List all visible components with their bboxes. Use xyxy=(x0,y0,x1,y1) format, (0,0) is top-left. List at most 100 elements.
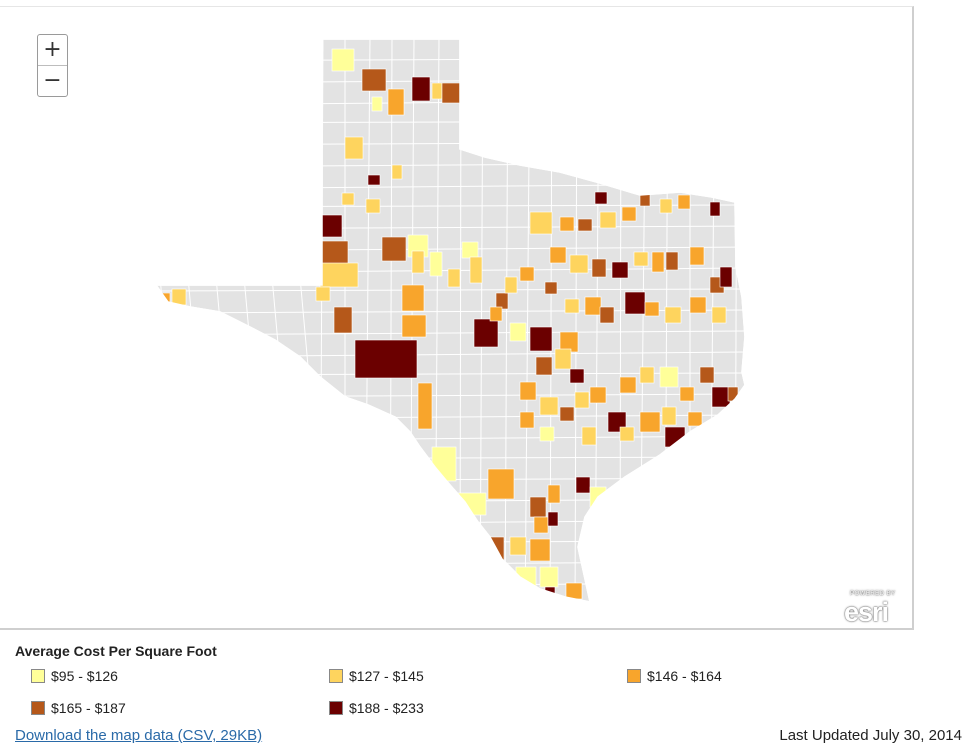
county-region[interactable] xyxy=(487,468,515,500)
county-region[interactable] xyxy=(594,191,608,205)
county-region[interactable] xyxy=(599,306,615,324)
county-region[interactable] xyxy=(509,322,527,342)
county-region[interactable] xyxy=(677,194,691,210)
download-data-link[interactable]: Download the map data (CSV, 29KB) xyxy=(15,727,263,744)
county-region[interactable] xyxy=(689,246,705,266)
county-region[interactable] xyxy=(559,216,575,232)
county-region[interactable] xyxy=(533,516,549,534)
county-region[interactable] xyxy=(519,411,535,429)
county-region[interactable] xyxy=(679,386,695,402)
county-region[interactable] xyxy=(547,484,561,504)
county-region[interactable] xyxy=(589,386,607,404)
county-region[interactable] xyxy=(391,164,403,180)
county-region[interactable] xyxy=(367,174,381,186)
county-region[interactable] xyxy=(333,306,353,334)
county-region[interactable] xyxy=(549,246,567,264)
county-region[interactable] xyxy=(599,211,617,229)
county-region[interactable] xyxy=(319,214,343,238)
county-region[interactable] xyxy=(431,82,443,100)
county-region[interactable] xyxy=(495,292,509,310)
county-region[interactable] xyxy=(659,366,679,388)
county-region[interactable] xyxy=(447,268,461,288)
county-region[interactable] xyxy=(711,306,727,324)
county-region[interactable] xyxy=(331,48,355,72)
county-region[interactable] xyxy=(519,381,537,401)
county-region[interactable] xyxy=(544,281,558,295)
county-region[interactable] xyxy=(639,411,661,433)
county-region[interactable] xyxy=(441,82,461,104)
county-region[interactable] xyxy=(664,306,682,324)
county-region[interactable] xyxy=(619,376,637,394)
county-region[interactable] xyxy=(621,206,637,222)
county-region[interactable] xyxy=(417,382,433,430)
county-region[interactable] xyxy=(489,306,503,322)
county-region[interactable] xyxy=(515,566,537,590)
county-region[interactable] xyxy=(519,266,535,282)
county-region[interactable] xyxy=(461,241,479,259)
county-region[interactable] xyxy=(539,426,555,442)
county-region[interactable] xyxy=(473,318,499,348)
county-region[interactable] xyxy=(341,192,355,206)
county-region[interactable] xyxy=(529,496,547,518)
county-region[interactable] xyxy=(354,339,418,379)
county-region[interactable] xyxy=(387,88,405,116)
county-region[interactable] xyxy=(529,326,553,352)
county-region[interactable] xyxy=(559,406,575,422)
county-region[interactable] xyxy=(547,511,559,527)
county-region[interactable] xyxy=(575,476,591,494)
county-region[interactable] xyxy=(469,256,483,284)
county-region[interactable] xyxy=(709,201,721,217)
county-region[interactable] xyxy=(171,288,187,306)
county-region[interactable] xyxy=(371,96,383,112)
county-region[interactable] xyxy=(504,276,518,294)
county-region[interactable] xyxy=(665,251,679,271)
map-view[interactable]: + − POWERED BY esri xyxy=(0,6,914,630)
county-region[interactable] xyxy=(569,254,589,274)
county-region[interactable] xyxy=(429,251,443,277)
zoom-out-button[interactable]: − xyxy=(43,68,62,93)
county-region[interactable] xyxy=(344,136,364,160)
county-region[interactable] xyxy=(365,198,381,214)
zoom-in-button[interactable]: + xyxy=(38,35,67,66)
county-region[interactable] xyxy=(535,356,553,376)
county-region[interactable] xyxy=(361,68,387,92)
county-region[interactable] xyxy=(509,536,527,556)
county-region[interactable] xyxy=(481,536,505,564)
county-region[interactable] xyxy=(651,251,665,273)
county-region[interactable] xyxy=(633,251,649,267)
county-region[interactable] xyxy=(711,386,731,408)
county-region[interactable] xyxy=(727,386,739,402)
county-region[interactable] xyxy=(644,301,660,317)
county-region[interactable] xyxy=(564,298,580,314)
county-region[interactable] xyxy=(699,366,715,384)
county-region[interactable] xyxy=(411,76,431,102)
county-region[interactable] xyxy=(565,582,583,600)
county-region[interactable] xyxy=(624,291,646,315)
county-region[interactable] xyxy=(659,198,673,214)
county-region[interactable] xyxy=(611,261,629,279)
county-region[interactable] xyxy=(591,258,607,278)
county-region[interactable] xyxy=(554,348,572,370)
county-region[interactable] xyxy=(319,262,359,288)
county-region[interactable] xyxy=(381,236,407,262)
county-region[interactable] xyxy=(584,296,602,316)
county-region[interactable] xyxy=(619,426,635,442)
county-region[interactable] xyxy=(661,406,677,426)
county-region[interactable] xyxy=(687,411,703,427)
county-region[interactable] xyxy=(689,296,707,314)
county-region[interactable] xyxy=(581,426,597,446)
county-region[interactable] xyxy=(639,366,655,384)
county-region[interactable] xyxy=(539,396,559,416)
county-region[interactable] xyxy=(577,218,593,232)
county-region[interactable] xyxy=(574,391,590,409)
county-region[interactable] xyxy=(719,266,733,288)
county-region[interactable] xyxy=(315,286,331,302)
county-region[interactable] xyxy=(529,538,551,562)
county-region[interactable] xyxy=(569,368,585,384)
county-region[interactable] xyxy=(431,446,457,482)
county-region[interactable] xyxy=(529,211,553,235)
county-region[interactable] xyxy=(401,284,425,312)
county-region[interactable] xyxy=(401,314,427,338)
county-region[interactable] xyxy=(411,250,425,274)
county-region[interactable] xyxy=(539,566,559,588)
